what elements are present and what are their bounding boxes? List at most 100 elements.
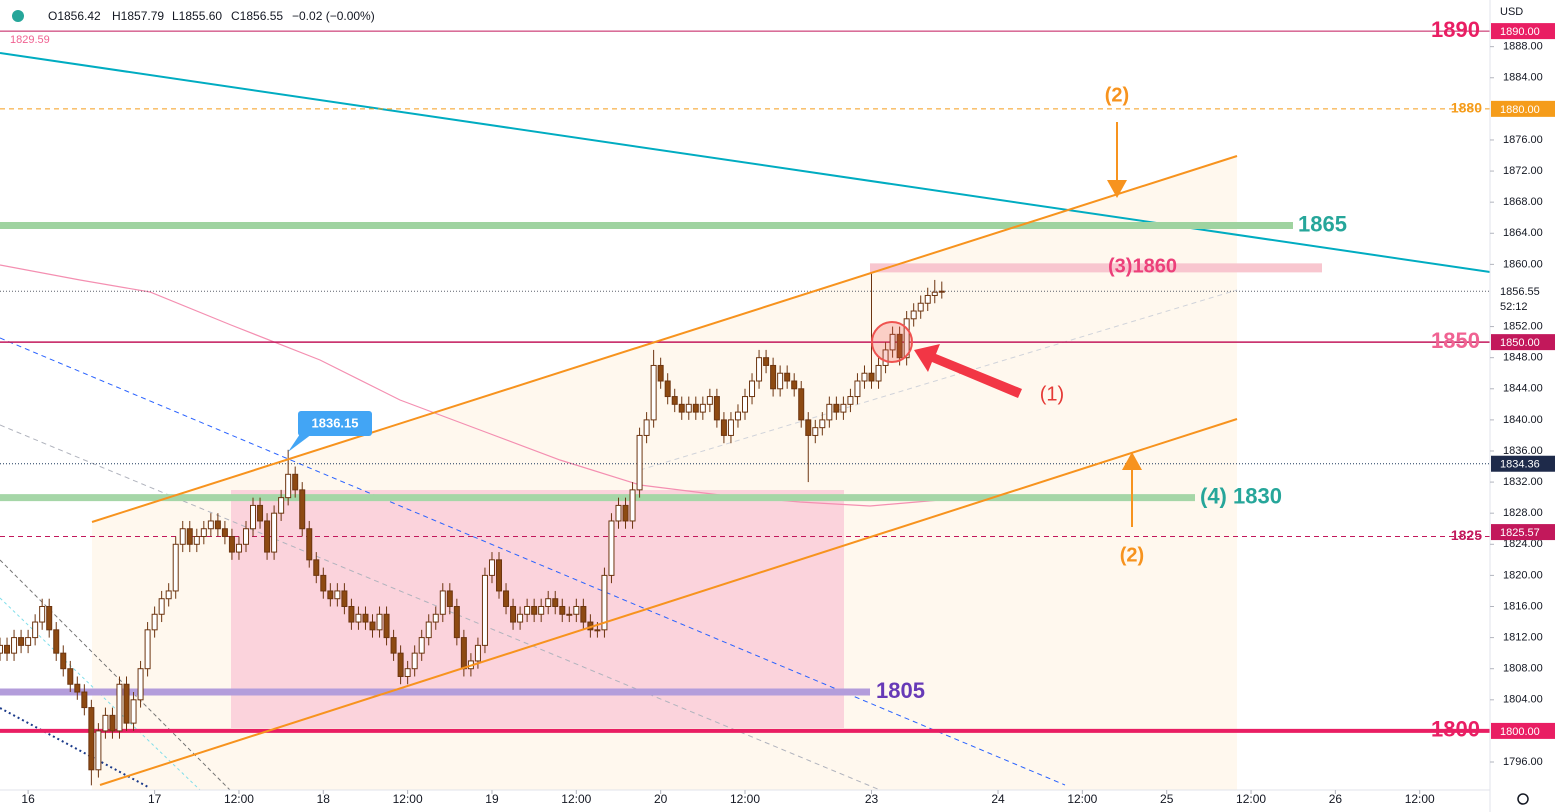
level-label: 1890 xyxy=(1431,17,1480,42)
y-tick-label: 1876.00 xyxy=(1503,134,1543,146)
candle-body xyxy=(742,396,748,413)
candle-body xyxy=(896,333,903,359)
x-tick-label: 12:00 xyxy=(1236,792,1266,806)
candle-body xyxy=(404,668,411,677)
candle-body xyxy=(643,419,650,436)
candle-body xyxy=(130,699,137,724)
candle-body xyxy=(770,364,777,390)
candle-body xyxy=(692,403,699,413)
level-label: (3)1860 xyxy=(1108,256,1177,278)
candle-body xyxy=(376,613,383,631)
arrow xyxy=(914,344,1022,398)
candle-body xyxy=(727,419,734,436)
callout-pointer xyxy=(288,434,312,452)
price-tag-label: 1856.55 xyxy=(1500,286,1540,298)
candle-body xyxy=(882,349,889,366)
channel-lower xyxy=(99,418,1238,786)
candle-body xyxy=(432,613,439,623)
y-tick-label: 1812.00 xyxy=(1503,632,1543,644)
candle-body xyxy=(566,613,573,616)
annotation: (1) xyxy=(1040,383,1064,405)
candle-body xyxy=(418,637,425,654)
candle-body xyxy=(488,559,495,576)
ohlc-open: O1856.42 xyxy=(48,9,101,23)
trend-line xyxy=(0,707,151,789)
annotation: (2) xyxy=(1105,84,1129,106)
candle-body xyxy=(123,683,130,724)
candle-body xyxy=(713,396,720,421)
y-tick-label: 1824.00 xyxy=(1503,538,1543,550)
ma-value: 1829.59 xyxy=(10,34,50,46)
candle-body xyxy=(46,605,53,631)
y-tick-label: 1860.00 xyxy=(1503,258,1543,270)
y-tick-label: 1828.00 xyxy=(1503,507,1543,519)
candle-body xyxy=(4,644,11,654)
guide-line xyxy=(639,289,1238,471)
level-label: (4) 1830 xyxy=(1200,483,1282,508)
x-tick-label: 20 xyxy=(654,792,668,806)
ohlc-change: −0.02 (−0.00%) xyxy=(292,9,375,23)
level-label: 1865 xyxy=(1298,211,1347,236)
candle-body xyxy=(271,512,278,553)
x-tick-label: 12:00 xyxy=(393,792,423,806)
arrow-head xyxy=(1122,452,1142,470)
candle-body xyxy=(383,613,390,639)
candle-body xyxy=(348,605,355,623)
candle-body xyxy=(798,388,805,421)
candle-body xyxy=(938,290,945,293)
x-tick-label: 25 xyxy=(1160,792,1174,806)
currency: USD xyxy=(1500,6,1523,18)
candle-body xyxy=(819,419,826,429)
candle-body xyxy=(299,489,306,530)
candle-body xyxy=(186,528,193,545)
candle-body xyxy=(847,396,854,405)
candle-body xyxy=(390,637,397,654)
price-tag xyxy=(1491,455,1555,472)
candle-body xyxy=(109,714,116,732)
candle-body xyxy=(706,396,713,405)
candle-body xyxy=(763,357,770,366)
candle-body xyxy=(559,605,566,615)
candle-body xyxy=(608,520,615,576)
candle-body xyxy=(235,543,242,553)
candle-body xyxy=(74,683,81,693)
level-label: 1800 xyxy=(1431,717,1480,742)
y-tick-label: 1848.00 xyxy=(1503,352,1543,364)
settings-icon[interactable] xyxy=(1517,793,1529,805)
candle-body xyxy=(11,637,18,654)
candle-body xyxy=(81,691,88,709)
candle-body xyxy=(228,536,235,553)
level-label: 1850 xyxy=(1431,328,1480,353)
candle-body xyxy=(242,528,249,545)
candle-body xyxy=(720,419,727,436)
y-tick-label: 1844.00 xyxy=(1503,383,1543,395)
x-tick-label: 12:00 xyxy=(1405,792,1435,806)
candle-body xyxy=(657,364,664,382)
candle-body xyxy=(812,427,819,436)
y-tick-label: 1884.00 xyxy=(1503,72,1543,84)
candle-body xyxy=(636,434,643,491)
candle-body xyxy=(137,668,144,701)
y-tick-label: 1888.00 xyxy=(1503,41,1543,53)
candle-body xyxy=(826,403,833,421)
candle-body xyxy=(734,411,741,421)
candle-body xyxy=(573,605,580,615)
candle-body xyxy=(749,380,756,398)
candle-body xyxy=(320,574,327,592)
price-tag-label: 1825.57 xyxy=(1500,527,1540,539)
candle-body xyxy=(32,621,39,639)
price-tag xyxy=(1491,334,1555,351)
candle-body xyxy=(193,536,200,545)
candle-body xyxy=(95,730,102,771)
candle-body xyxy=(552,598,559,607)
candle-body xyxy=(594,629,601,632)
level-band xyxy=(870,263,1322,273)
candle-body xyxy=(868,372,875,382)
x-tick-label: 12:00 xyxy=(730,792,760,806)
candle-body xyxy=(875,364,882,382)
candle-body xyxy=(88,707,95,771)
y-tick-label: 1820.00 xyxy=(1503,569,1543,581)
price-tag xyxy=(1491,283,1555,300)
